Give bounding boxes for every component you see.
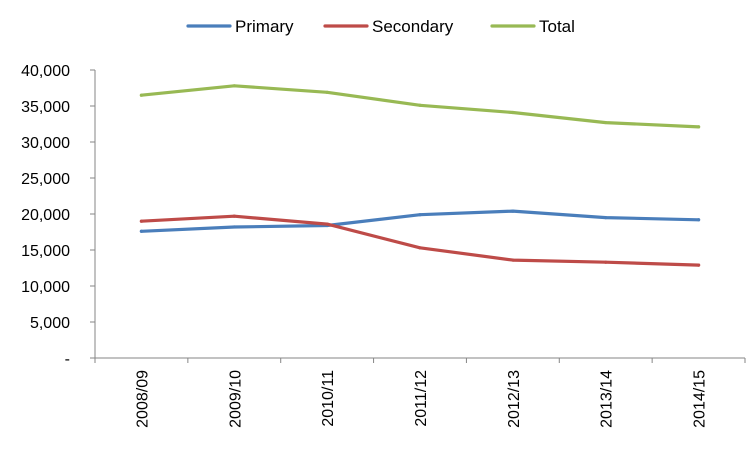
legend-label-secondary: Secondary — [372, 17, 454, 36]
x-tick-label: 2009/10 — [227, 370, 244, 428]
series-group — [139, 84, 701, 267]
x-tick-label: 2013/14 — [599, 370, 616, 428]
data-point-secondary — [511, 258, 515, 262]
data-point-secondary — [232, 214, 236, 218]
y-tick-label: 35,000 — [21, 99, 70, 116]
legend: Primary Secondary Total — [186, 17, 575, 36]
data-point-primary — [696, 218, 701, 222]
x-tick-label: 2014/15 — [692, 370, 709, 428]
data-point-primary — [418, 213, 422, 217]
data-point-total — [511, 110, 515, 115]
data-point-primary — [511, 209, 515, 213]
data-point-total — [604, 120, 608, 125]
y-tick-label: 5,000 — [30, 315, 70, 332]
data-point-primary — [604, 216, 608, 220]
y-tick-label: 40,000 — [21, 63, 70, 80]
data-point-total — [232, 84, 236, 88]
data-point-secondary — [696, 263, 701, 267]
y-tick-label: 20,000 — [21, 207, 70, 224]
y-tick-label: 25,000 — [21, 171, 70, 188]
x-tick-label: 2012/13 — [506, 370, 523, 428]
x-axis-ticks: 2008/09 2009/10 2010/11 2011/12 2012/13 2013/… — [94, 358, 746, 428]
x-tick-label: 2010/11 — [320, 370, 337, 427]
legend-label-primary: Primary — [235, 17, 294, 36]
data-point-total — [696, 125, 701, 129]
data-point-primary — [232, 225, 236, 229]
series-line-secondary — [139, 214, 701, 267]
x-tick-label: 2008/09 — [134, 370, 151, 428]
data-point-secondary — [418, 246, 422, 250]
data-point-secondary — [139, 219, 144, 223]
y-axis-ticks: - 5,000 10,000 15,000 20,000 25,000 30,000 35,0… — [21, 63, 95, 368]
y-tick-label: 30,000 — [21, 135, 70, 152]
y-tick-label: - — [65, 351, 70, 368]
y-tick-label: 10,000 — [21, 279, 70, 296]
data-point-secondary — [325, 222, 329, 226]
data-point-secondary — [604, 260, 608, 264]
y-tick-label: 15,000 — [21, 243, 70, 260]
data-point-total — [418, 103, 422, 107]
data-point-total — [325, 90, 329, 94]
data-point-total — [139, 93, 144, 97]
legend-label-total: Total — [539, 17, 575, 36]
x-tick-label: 2011/12 — [413, 370, 430, 427]
data-point-primary — [139, 229, 144, 233]
